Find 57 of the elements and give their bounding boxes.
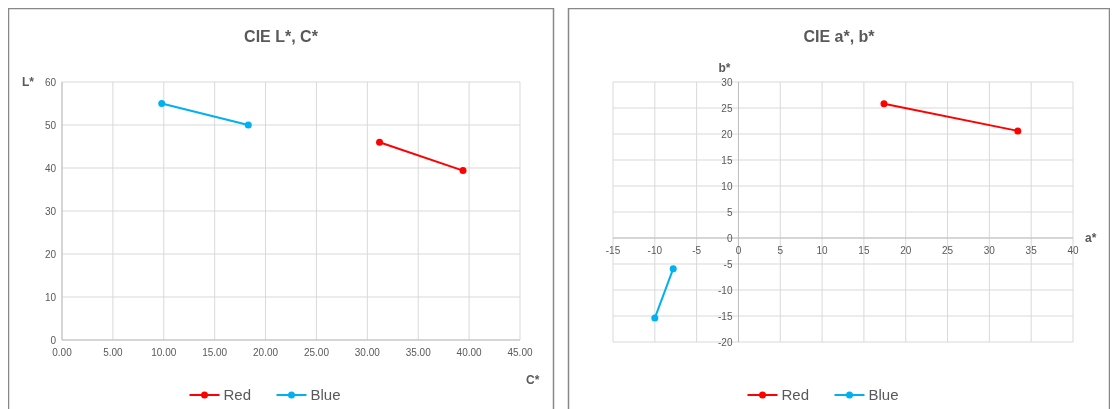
x-tick-label: 5 bbox=[777, 245, 784, 256]
x-tick-label: 40.00 bbox=[456, 347, 483, 358]
y-tick-label: 40 bbox=[44, 162, 57, 174]
x-tick-label: 25 bbox=[941, 245, 954, 256]
x-tick-label: 10.00 bbox=[151, 347, 177, 358]
y-tick-label: 30 bbox=[721, 76, 733, 88]
x-tick-label: 0.00 bbox=[52, 347, 73, 358]
point bbox=[158, 100, 166, 107]
x-tick-label: -5 bbox=[692, 245, 702, 256]
y-tick-label: 60 bbox=[44, 76, 57, 88]
x-tick-label: 15.00 bbox=[202, 347, 228, 358]
x-tick-label: 0 bbox=[735, 245, 742, 256]
y-tick-label: 0 bbox=[50, 334, 57, 346]
y-tick-label: 20 bbox=[721, 128, 733, 140]
x-tick-label: -10 bbox=[647, 245, 663, 256]
x-tick-label: 10 bbox=[816, 245, 829, 256]
y-axis-title: b* bbox=[718, 61, 731, 75]
chart-title: CIE L*, C* bbox=[244, 28, 319, 45]
chart-title: CIE a*, b* bbox=[803, 28, 876, 45]
x-tick-label: 20.00 bbox=[253, 347, 279, 358]
x-tick-label: 35.00 bbox=[405, 347, 432, 358]
x-axis-title: a* bbox=[1085, 231, 1097, 245]
x-tick-label: 15 bbox=[858, 245, 870, 256]
x-tick-label: 25.00 bbox=[303, 347, 330, 358]
point bbox=[880, 100, 888, 108]
y-tick-label: -20 bbox=[718, 336, 733, 348]
point bbox=[376, 138, 384, 146]
y-tick-label: -10 bbox=[718, 284, 733, 296]
y-tick-label: 15 bbox=[721, 154, 733, 166]
y-tick-label: 50 bbox=[44, 119, 57, 131]
x-tick-label: 30.00 bbox=[354, 347, 381, 358]
y-tick-label: 0 bbox=[726, 232, 733, 244]
y-tick-label: 25 bbox=[721, 102, 733, 114]
x-axis-title: C* bbox=[526, 373, 540, 387]
legend-label: Blue bbox=[310, 386, 341, 403]
point bbox=[651, 314, 659, 322]
y-tick-label: 10 bbox=[721, 180, 733, 192]
x-tick-label: -15 bbox=[605, 245, 621, 256]
x-tick-label: 5.00 bbox=[103, 347, 124, 358]
point bbox=[244, 121, 252, 129]
point bbox=[669, 265, 677, 273]
y-tick-label: 10 bbox=[44, 291, 57, 303]
x-tick-label: 40 bbox=[1067, 245, 1079, 256]
y-tick-label: 30 bbox=[44, 205, 57, 217]
point bbox=[459, 167, 467, 175]
x-tick-label: 20 bbox=[900, 245, 912, 256]
point bbox=[1014, 127, 1022, 135]
legend-label: Red bbox=[223, 386, 252, 403]
x-tick-label: 45.00 bbox=[507, 347, 533, 358]
y-tick-label: -15 bbox=[718, 310, 733, 322]
x-tick-label: 35 bbox=[1025, 245, 1038, 256]
legend-label: Blue bbox=[868, 386, 899, 403]
y-tick-label: 5 bbox=[726, 206, 733, 218]
legend-label: Red bbox=[781, 386, 810, 403]
x-tick-label: 30 bbox=[983, 245, 996, 256]
y-tick-label: -5 bbox=[723, 258, 733, 270]
y-axis-title: L* bbox=[22, 75, 35, 89]
